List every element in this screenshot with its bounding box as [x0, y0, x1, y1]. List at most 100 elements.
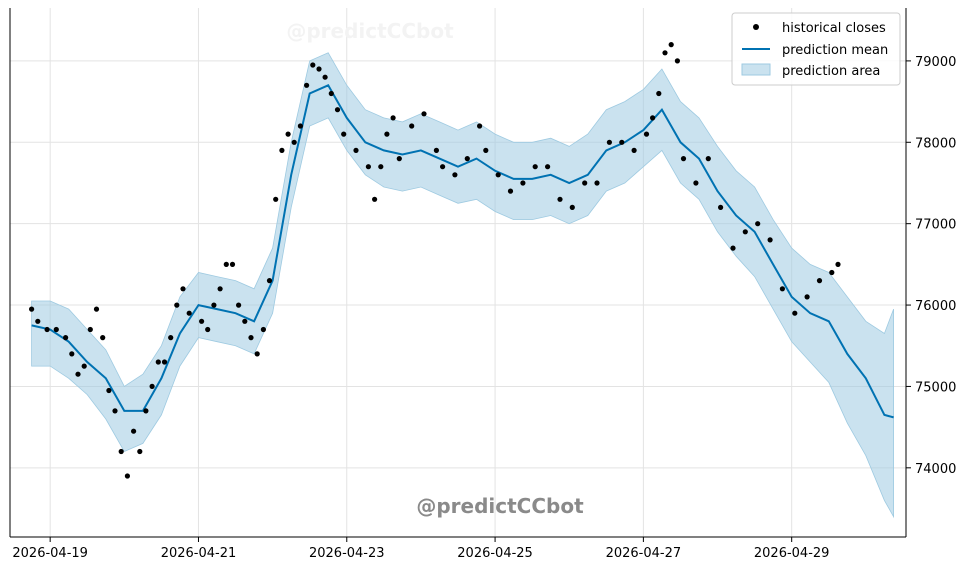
historical-close-point	[656, 90, 662, 97]
historical-close-point	[260, 326, 266, 333]
historical-close-point	[143, 408, 149, 414]
historical-close-point	[390, 115, 396, 121]
legend: historical closes prediction mean predic…	[731, 12, 901, 86]
historical-close-point	[334, 107, 341, 113]
historical-close-point	[248, 335, 254, 341]
historical-close-point	[755, 221, 761, 227]
historical-close-point	[792, 310, 798, 316]
historical-close-point	[606, 139, 613, 145]
historical-close-point	[378, 164, 384, 170]
historical-close-point	[730, 245, 736, 251]
historical-close-point	[520, 180, 526, 186]
historical-close-point	[100, 335, 106, 341]
historical-close-point	[650, 115, 656, 121]
historical-close-point	[582, 180, 588, 186]
historical-close-point	[718, 204, 724, 210]
historical-close-point	[217, 286, 223, 292]
historical-close-point	[569, 204, 575, 210]
historical-close-point	[174, 302, 180, 308]
historical-close-point	[254, 351, 260, 357]
historical-close-point	[180, 286, 186, 292]
historical-close-point	[236, 302, 242, 308]
historical-close-point	[433, 147, 439, 153]
historical-close-point	[767, 237, 773, 243]
historical-close-point	[304, 82, 310, 88]
historical-close-point	[464, 156, 470, 162]
historical-close-point	[322, 74, 328, 80]
historical-close-point	[75, 371, 81, 377]
prediction-mean-layer	[31, 84, 894, 419]
historical-close-point	[742, 229, 748, 235]
historical-close-point	[477, 123, 483, 129]
historical-close-point	[44, 326, 50, 333]
historical-close-point	[229, 261, 236, 267]
historical-close-point	[53, 326, 59, 333]
historical-close-point	[662, 50, 668, 56]
x-tick-label: 2026-04-27	[606, 546, 682, 561]
legend-label-mean: prediction mean	[782, 43, 888, 58]
historical-close-point	[316, 66, 322, 72]
historical-close-point	[168, 335, 174, 341]
legend-label-historical: historical closes	[782, 21, 886, 36]
x-tick-label: 2026-04-19	[12, 546, 88, 561]
historical-close-point	[106, 387, 112, 394]
legend-marker-historical	[753, 24, 759, 30]
legend-marker-area	[741, 63, 771, 76]
historical-close-point	[186, 310, 192, 316]
y-tick-label: 76000	[915, 299, 956, 314]
y-tick-label: 79000	[915, 55, 956, 70]
historical-close-point	[328, 90, 334, 97]
historical-close-point	[87, 326, 93, 333]
historical-close-point	[242, 318, 248, 324]
historical-close-point	[594, 180, 600, 186]
legend-label-area: prediction area	[782, 64, 880, 79]
historical-close-point	[297, 123, 303, 129]
historical-close-point	[372, 196, 378, 202]
historical-close-point	[93, 306, 100, 312]
historical-close-point	[779, 286, 786, 292]
y-tick-label: 78000	[915, 136, 956, 151]
historical-close-point	[353, 147, 359, 153]
historical-close-point	[631, 147, 637, 153]
historical-close-point	[205, 326, 211, 333]
historical-close-point	[705, 156, 711, 162]
x-tick-label: 2026-04-25	[457, 546, 533, 561]
prediction-mean-line	[31, 84, 894, 419]
prediction-area	[31, 52, 894, 519]
historical-close-point	[266, 278, 273, 284]
legend-frame	[731, 12, 901, 86]
historical-close-point	[452, 172, 458, 178]
x-axis-ticks: 2026-04-19 2026-04-21 2026-04-23 2026-04-25…	[12, 537, 829, 561]
historical-close-point	[310, 62, 316, 68]
historical-close-point	[69, 351, 75, 357]
historical-close-point	[291, 139, 297, 145]
historical-close-point	[674, 58, 681, 64]
prediction-area-layer	[31, 52, 894, 519]
y-tick-label: 77000	[915, 218, 956, 233]
historical-close-point	[131, 428, 137, 434]
historical-close-point	[643, 131, 650, 137]
historical-close-point	[118, 448, 124, 455]
historical-close-point	[507, 188, 514, 194]
historical-closes-layer	[29, 42, 841, 479]
historical-close-point	[81, 363, 87, 369]
y-tick-label: 75000	[915, 380, 956, 395]
historical-close-point	[557, 196, 563, 202]
watermark-faint: @predictCCbot	[286, 19, 454, 43]
historical-close-point	[532, 164, 538, 170]
historical-close-point	[384, 131, 390, 137]
x-tick-label: 2026-04-23	[309, 546, 385, 561]
x-tick-label: 2026-04-29	[754, 546, 830, 561]
historical-close-point	[483, 147, 489, 153]
historical-close-point	[804, 294, 810, 300]
historical-close-point	[273, 196, 279, 202]
historical-close-point	[396, 156, 402, 162]
historical-close-point	[409, 123, 415, 129]
historical-close-point	[619, 139, 625, 145]
historical-close-point	[279, 147, 285, 153]
y-axis-ticks: 74000 75000 76000 77000 78000 79000	[906, 55, 956, 477]
historical-close-point	[223, 261, 229, 267]
historical-close-point	[63, 335, 69, 341]
historical-close-point	[365, 164, 371, 170]
